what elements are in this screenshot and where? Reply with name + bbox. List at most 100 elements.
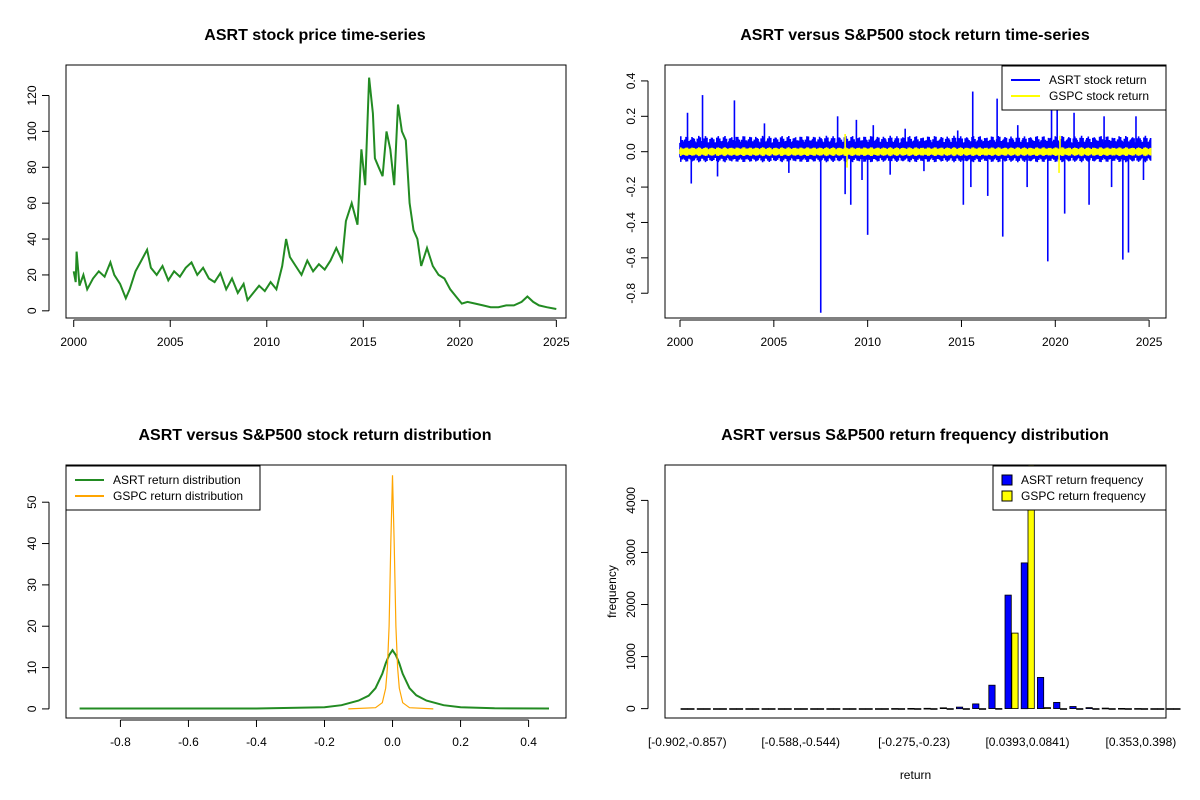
bar [1004, 594, 1012, 709]
x-tick-label: [-0.588,-0.544) [761, 735, 840, 749]
bar [1092, 708, 1100, 710]
bar [826, 708, 834, 710]
y-tick-label: -0.4 [624, 212, 638, 233]
x-tick-label: 2020 [446, 335, 473, 349]
bar [1173, 708, 1181, 710]
x-axis-label: return [900, 768, 931, 782]
y-tick-label: 4000 [624, 487, 638, 514]
y-tick-label: 100 [25, 121, 39, 141]
bar [988, 684, 996, 710]
bar [930, 708, 938, 710]
x-tick-label: 2025 [1136, 335, 1163, 349]
bar [752, 708, 760, 710]
y-tick-label: 2000 [624, 591, 638, 618]
y-tick-label: 0.2 [624, 108, 638, 125]
plot-frame [65, 64, 567, 319]
x-tick-label: 2010 [854, 335, 881, 349]
series-gspc-returns [679, 134, 1152, 173]
x-tick-label: -0.4 [246, 735, 267, 749]
legend-box [65, 465, 261, 511]
bar [696, 708, 704, 710]
x-tick-label: 0.0 [384, 735, 401, 749]
y-tick-label: 10 [25, 661, 39, 675]
x-tick-label: 2015 [350, 335, 377, 349]
series-line-asrt-density [79, 648, 550, 710]
bar [1101, 707, 1109, 710]
bar [849, 708, 857, 710]
y-tick-label: 120 [25, 85, 39, 105]
x-tick-label: [0.353,0.398) [1106, 735, 1177, 749]
x-tick-label: [0.0393,0.0841) [985, 735, 1069, 749]
bar [680, 708, 688, 710]
series-line-asrt-price [72, 77, 557, 310]
y-tick-label: -0.8 [624, 283, 638, 304]
legend-label: GSPC return distribution [113, 489, 243, 503]
y-tick-label: -0.2 [624, 176, 638, 197]
bar [939, 707, 947, 709]
x-tick-label: 2005 [760, 335, 787, 349]
bar [777, 708, 785, 710]
plot-frame [664, 464, 1167, 719]
x-tick-label: 2005 [157, 335, 184, 349]
chart-title: ASRT stock price time-series [204, 27, 426, 44]
legend-label: ASRT stock return [1049, 73, 1147, 87]
panel-freq: ASRT versus S&P500 return frequency dist… [605, 427, 1181, 782]
y-tick-label: 80 [25, 160, 39, 174]
y-tick-label: 30 [25, 578, 39, 592]
x-tick-label: 2000 [60, 335, 87, 349]
x-tick-label: 2010 [253, 335, 280, 349]
y-tick-label: 0.4 [624, 72, 638, 89]
panel-returns: ASRT versus S&P500 stock return time-ser… [624, 27, 1167, 349]
bar [1060, 708, 1068, 710]
y-axis-label: frequency [605, 565, 619, 618]
panel-density: ASRT versus S&P500 stock return distribu… [25, 427, 567, 749]
bar [956, 706, 964, 710]
bar [1157, 708, 1165, 710]
bar [1108, 708, 1116, 710]
chart-title: ASRT versus S&P500 stock return time-ser… [740, 27, 1090, 44]
bar [768, 708, 776, 710]
bar [907, 708, 915, 710]
y-tick-label: 50 [25, 495, 39, 509]
y-tick-label: 0 [25, 705, 39, 712]
legend-label: ASRT return distribution [113, 473, 241, 487]
bar [736, 708, 744, 710]
legend-swatch [1001, 490, 1013, 502]
bar [881, 708, 889, 710]
bar [1118, 708, 1126, 710]
x-tick-label: 0.2 [452, 735, 469, 749]
bar [1076, 708, 1084, 710]
bar [962, 708, 970, 710]
plot-frame [65, 464, 567, 719]
bar [946, 708, 954, 710]
bar [842, 708, 850, 710]
bar [1150, 708, 1158, 710]
bar [1166, 708, 1174, 710]
bar [1085, 707, 1093, 709]
bar [729, 708, 737, 710]
y-tick-label: 60 [25, 196, 39, 210]
bar [761, 708, 769, 710]
bar [745, 708, 753, 710]
bar [995, 708, 1003, 710]
y-tick-label: 3000 [624, 539, 638, 566]
series-asrt-returns [679, 91, 1152, 313]
return-band [679, 147, 1152, 157]
x-tick-label: 2015 [948, 335, 975, 349]
bar [1027, 464, 1035, 710]
bar [1043, 707, 1051, 709]
series-gspc-bars [687, 464, 1181, 710]
x-tick-label: 0.4 [520, 735, 537, 749]
bar [784, 708, 792, 710]
bar [794, 708, 802, 710]
y-tick-label: 0 [25, 307, 39, 314]
legend-swatch [1001, 474, 1013, 486]
panel-price: ASRT stock price time-series 0 20 40 60 80 100… [25, 27, 570, 349]
bar [1069, 706, 1077, 709]
bar [719, 708, 727, 710]
y-tick-label: 0 [624, 705, 638, 712]
bar [891, 708, 899, 710]
x-tick-label: -0.6 [178, 735, 199, 749]
series-line-gspc-density [348, 475, 434, 710]
bar [1020, 562, 1028, 710]
